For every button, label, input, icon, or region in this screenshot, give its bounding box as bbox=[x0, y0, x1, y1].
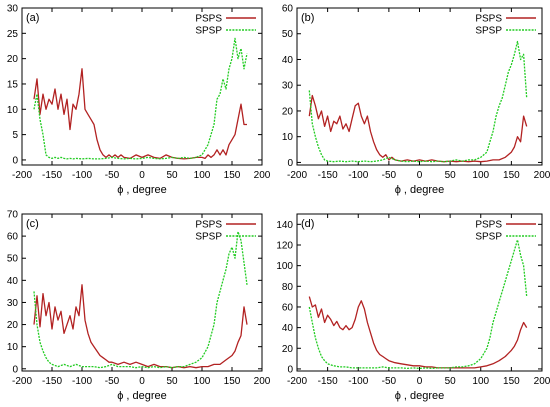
panel-2-xtick-label-6: 100 bbox=[194, 376, 211, 387]
panel-1-xtick-label-1: -150 bbox=[318, 170, 338, 181]
panel-1-ytick-label-3: 30 bbox=[282, 81, 294, 92]
panel-1-xtick-label-2: -100 bbox=[348, 170, 368, 181]
panel-3-ytick-label-3: 60 bbox=[282, 302, 294, 313]
panel-1-series-spsp bbox=[308, 40, 528, 163]
panel-1-legend-label-spsp: SPSP bbox=[475, 26, 502, 37]
panel-3-ytick-label-6: 120 bbox=[276, 240, 293, 251]
panel-0-ytick-label-6: 30 bbox=[7, 4, 19, 15]
panel-3-ytick-label-1: 20 bbox=[282, 344, 294, 355]
panel-2-ytick-label-4: 40 bbox=[7, 276, 19, 287]
panel-3-legend-label-psps: PSPS bbox=[475, 220, 502, 231]
panel-0-legend-label-psps: PSPS bbox=[195, 14, 222, 25]
panel-2-frame bbox=[21, 213, 263, 372]
panel-0-xtick-label-8: 200 bbox=[254, 170, 271, 181]
panel-2-xtick-label-8: 200 bbox=[254, 376, 271, 387]
panel-3: 0 20 40 60 80 100 120 140 -200 -150 -100 -50 0 50 100 1… bbox=[276, 213, 550, 402]
panel-3-ytick-label-2: 40 bbox=[282, 323, 294, 334]
panel-0-label: (a) bbox=[26, 12, 39, 24]
panel-0-ytick-label-3: 15 bbox=[7, 79, 19, 90]
panel-3-xtick-label-2: -100 bbox=[348, 376, 368, 387]
panel-0-ytick-label-4: 20 bbox=[7, 54, 19, 65]
panel-1-frame bbox=[296, 7, 543, 166]
panel-0-xtick-label-6: 100 bbox=[194, 170, 211, 181]
panel-2-xlabel: ϕ , degree bbox=[117, 390, 167, 402]
panel-2-series-psps bbox=[33, 284, 248, 369]
panel-2-ytick-label-7: 70 bbox=[7, 210, 19, 221]
panel-1-xtick-label-3: -50 bbox=[382, 170, 397, 181]
panel-2-xtick-label-4: 0 bbox=[139, 376, 145, 387]
panel-3-series-spsp bbox=[308, 239, 528, 370]
panel-3-frame bbox=[296, 213, 543, 372]
panel-2-xtick-label-3: -50 bbox=[105, 376, 120, 387]
panel-1: 0 10 20 30 40 50 60 -200 -150 -100 -50 0 50 100 150 200… bbox=[282, 4, 550, 197]
panel-1-xtick-label-4: 0 bbox=[417, 170, 423, 181]
panel-0-ytick-label-0: 0 bbox=[12, 155, 18, 166]
panel-3-xtick-label-4: 0 bbox=[417, 376, 423, 387]
panel-2-ytick-label-2: 20 bbox=[7, 320, 19, 331]
panel-3-xtick-label-3: -50 bbox=[382, 376, 397, 387]
panel-0-ytick-label-2: 10 bbox=[7, 105, 19, 116]
panel-3-ytick-label-0: 0 bbox=[287, 364, 293, 375]
panel-1-ytick-label-4: 40 bbox=[282, 55, 294, 66]
panel-3-xtick-label-1: -150 bbox=[318, 376, 338, 387]
panel-2-ytick-label-5: 50 bbox=[7, 254, 19, 265]
panel-0-xtick-label-1: -150 bbox=[42, 170, 62, 181]
panel-0-xtick-label-0: -200 bbox=[12, 170, 32, 181]
panel-3-xtick-label-6: 100 bbox=[472, 376, 489, 387]
panel-2-xtick-label-1: -150 bbox=[42, 376, 62, 387]
panel-2-xtick-label-7: 150 bbox=[224, 376, 241, 387]
panel-0-xtick-label-7: 150 bbox=[224, 170, 241, 181]
panel-1-xtick-label-5: 50 bbox=[445, 170, 457, 181]
panel-0-series-spsp bbox=[33, 37, 248, 160]
panel-2-series-spsp bbox=[33, 231, 248, 369]
panel-0-frame bbox=[21, 7, 263, 166]
panel-3-ytick-label-4: 80 bbox=[282, 282, 294, 293]
panel-0: 0 5 10 15 20 25 30 -200 -150 -100 -50 0 50 100 150 200 ϕ… bbox=[7, 4, 271, 197]
panel-1-xtick-label-7: 150 bbox=[503, 170, 520, 181]
panel-3-series-psps bbox=[308, 296, 528, 369]
panel-3-xtick-label-8: 200 bbox=[534, 376, 550, 387]
panel-1-xlabel: ϕ , degree bbox=[395, 184, 445, 196]
panel-2-legend-label-psps: PSPS bbox=[195, 220, 222, 231]
panel-0-xtick-label-2: -100 bbox=[72, 170, 92, 181]
panel-3-xtick-label-0: -200 bbox=[287, 376, 307, 387]
panel-0-ytick-label-5: 25 bbox=[7, 29, 19, 40]
panel-3-ytick-label-7: 140 bbox=[276, 220, 293, 231]
panel-0-xlabel: ϕ , degree bbox=[117, 184, 167, 196]
panel-3-xtick-label-5: 50 bbox=[445, 376, 457, 387]
panel-0-ytick-label-1: 5 bbox=[12, 130, 18, 141]
panel-0-xtick-label-3: -50 bbox=[105, 170, 120, 181]
panel-1-xtick-label-8: 200 bbox=[534, 170, 550, 181]
panel-1-ytick-label-0: 0 bbox=[287, 158, 293, 169]
panel-1-ytick-label-6: 60 bbox=[282, 4, 294, 15]
panel-0-xtick-label-5: 50 bbox=[166, 170, 178, 181]
panel-1-xtick-label-0: -200 bbox=[287, 170, 307, 181]
panel-1-ytick-label-5: 50 bbox=[282, 29, 294, 40]
panel-3-label: (d) bbox=[301, 218, 314, 230]
panel-2: 0 10 20 30 40 50 60 70 -200 -150 -100 -50 0 50 100 150 2… bbox=[7, 210, 271, 403]
panel-2-label: (c) bbox=[26, 218, 39, 230]
panel-1-ytick-label-1: 10 bbox=[282, 132, 294, 143]
panel-3-ytick-label-5: 100 bbox=[276, 261, 293, 272]
panel-0-xtick-label-4: 0 bbox=[139, 170, 145, 181]
panel-2-ytick-label-1: 10 bbox=[7, 342, 19, 353]
panel-2-ytick-label-0: 0 bbox=[12, 364, 18, 375]
panel-1-xtick-label-6: 100 bbox=[472, 170, 489, 181]
panel-2-xtick-label-5: 50 bbox=[166, 376, 178, 387]
panel-1-ytick-label-2: 20 bbox=[282, 106, 294, 117]
panel-2-ytick-label-6: 60 bbox=[7, 232, 19, 243]
panel-2-xtick-label-0: -200 bbox=[12, 376, 32, 387]
panel-3-xtick-label-7: 150 bbox=[503, 376, 520, 387]
panel-2-xtick-label-2: -100 bbox=[72, 376, 92, 387]
panel-0-legend-label-spsp: SPSP bbox=[195, 26, 222, 37]
panel-3-legend-label-spsp: SPSP bbox=[475, 232, 502, 243]
panel-2-legend-label-spsp: SPSP bbox=[195, 232, 222, 243]
panel-1-legend-label-psps: PSPS bbox=[475, 14, 502, 25]
panel-2-ytick-label-3: 30 bbox=[7, 298, 19, 309]
panel-3-xlabel: ϕ , degree bbox=[395, 390, 445, 402]
panel-1-label: (b) bbox=[301, 12, 314, 24]
